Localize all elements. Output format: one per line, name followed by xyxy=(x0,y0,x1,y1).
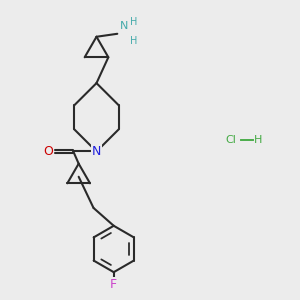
Text: Cl: Cl xyxy=(226,135,237,145)
Text: H: H xyxy=(254,135,262,145)
Text: O: O xyxy=(44,145,53,158)
Text: N: N xyxy=(92,145,101,158)
Text: F: F xyxy=(110,278,117,291)
Text: H: H xyxy=(130,17,138,27)
Text: H: H xyxy=(130,36,138,46)
Text: N: N xyxy=(119,21,128,32)
